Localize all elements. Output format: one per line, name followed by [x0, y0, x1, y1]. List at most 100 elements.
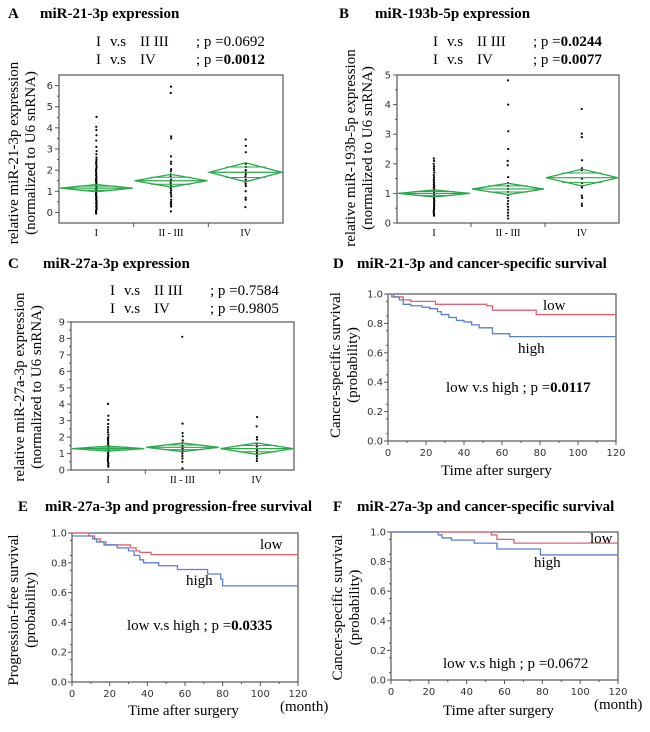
data-point: [107, 426, 109, 428]
data-point: [181, 467, 183, 469]
curve-label-low: low: [590, 531, 613, 547]
y-tick-label: 1: [59, 449, 65, 460]
panel-d-plot: 0.00.20.40.60.81.00 20 40 60 80 100 120lowhigh…: [367, 290, 625, 460]
data-point: [95, 134, 97, 136]
data-point: [433, 174, 435, 176]
data-point: [507, 206, 509, 208]
y-tick-label: 0.2: [370, 646, 386, 657]
data-point: [170, 168, 172, 170]
data-point: [256, 455, 258, 457]
data-point: [245, 185, 247, 187]
data-point: [433, 157, 435, 159]
data-point: [256, 460, 258, 462]
data-point: [170, 191, 172, 193]
y-tick-label: 1.0: [367, 290, 383, 301]
data-point: [170, 86, 172, 88]
y-tick-label: 4: [59, 400, 65, 411]
y-tick-label: 0: [47, 208, 53, 219]
p-value-prefix: low v.s high ; p =: [443, 656, 547, 672]
x-category-label: IV: [577, 228, 588, 239]
y-tick-label: 0.8: [51, 558, 67, 569]
data-point: [433, 160, 435, 162]
y-tick-label: 0.0: [370, 676, 386, 687]
p-value-prefix: low v.s high ; p =: [127, 618, 231, 634]
data-point: [256, 436, 258, 438]
data-point: [507, 212, 509, 214]
data-point: [245, 179, 247, 181]
y-tick-label: 3: [47, 145, 53, 156]
data-point: [181, 461, 183, 463]
data-point: [256, 438, 258, 440]
data-point: [433, 172, 435, 174]
data-point: [507, 104, 509, 106]
data-point: [170, 189, 172, 191]
data-point: [170, 135, 172, 137]
data-point: [170, 155, 172, 157]
data-point: [107, 415, 109, 417]
x-tick-label: 60: [498, 687, 511, 698]
x-category-label: IV: [240, 228, 251, 239]
data-point: [507, 217, 509, 219]
x-tick-label: 80: [534, 448, 547, 459]
data-point: [245, 145, 247, 147]
x-tick-label: 80: [536, 687, 549, 698]
x-tick-label: 120: [606, 448, 625, 459]
data-point: [507, 209, 509, 211]
curve-label-high: high: [518, 341, 545, 357]
y-tick-label: 0.4: [367, 378, 383, 389]
x-tick-label: 0: [385, 448, 391, 459]
data-point: [433, 165, 435, 167]
km-curve-low: [388, 294, 616, 315]
data-point: [182, 435, 184, 437]
y-tick-label: 7: [59, 350, 65, 361]
data-point: [95, 116, 97, 118]
y-tick-label: 0: [385, 219, 391, 230]
data-point: [170, 163, 172, 165]
p-value-annotation: low v.s high ; p =0.0672: [443, 656, 588, 672]
y-tick-label: 2: [59, 433, 65, 444]
x-tick-label: 80: [216, 689, 229, 700]
x-tick-label: 100: [571, 687, 590, 698]
y-tick-label: 0.0: [51, 678, 67, 689]
y-tick-label: 5: [59, 383, 65, 394]
x-tick-label: 0: [69, 689, 75, 700]
y-tick-label: 3: [59, 416, 65, 427]
data-point: [107, 431, 109, 433]
panel-e-plot: 0.0 0.2 0.4 0.6 0.8 1.0 0 20 40 60 80 100 120 low high…: [51, 529, 307, 701]
p-value-annotation: low v.s high ; p =0.0335: [127, 618, 272, 634]
data-point: [107, 403, 109, 405]
y-tick-label: 1: [47, 187, 53, 198]
data-point: [256, 425, 258, 427]
data-point: [507, 176, 509, 178]
data-point: [95, 153, 97, 155]
data-point: [581, 186, 583, 188]
data-point: [581, 203, 583, 205]
data-point: [170, 195, 172, 197]
data-point: [107, 466, 109, 468]
y-tick-label: 4: [47, 123, 53, 134]
data-point: [245, 138, 247, 140]
y-tick-label: 1: [385, 189, 391, 200]
data-point: [107, 434, 109, 436]
y-tick-label: 8: [59, 334, 65, 345]
y-tick-label: 6: [47, 81, 53, 92]
curve-label-high: high: [186, 573, 213, 589]
figure-canvas: 0123456I II - III IV012345I II - III IV01234…: [0, 0, 650, 732]
y-tick-label: 1.0: [370, 528, 386, 539]
data-point: [170, 210, 172, 212]
x-category-label: I: [106, 475, 109, 486]
x-tick-label: 40: [141, 689, 154, 700]
y-tick-label: 2: [385, 159, 391, 170]
x-category-label: I: [95, 228, 98, 239]
panel-a-plot: 0 1 2 3 4 5 6 I II - III IV: [47, 75, 283, 239]
data-point: [507, 203, 509, 205]
panel-c-plot: 0123456789I II - III IV: [59, 318, 294, 487]
y-tick-label: 0.4: [370, 616, 386, 627]
data-point: [170, 193, 172, 195]
y-tick-label: 0.6: [370, 587, 386, 598]
data-point: [95, 126, 97, 128]
data-point: [581, 197, 583, 199]
data-point: [107, 423, 109, 425]
data-point: [95, 129, 97, 131]
data-point: [581, 205, 583, 207]
